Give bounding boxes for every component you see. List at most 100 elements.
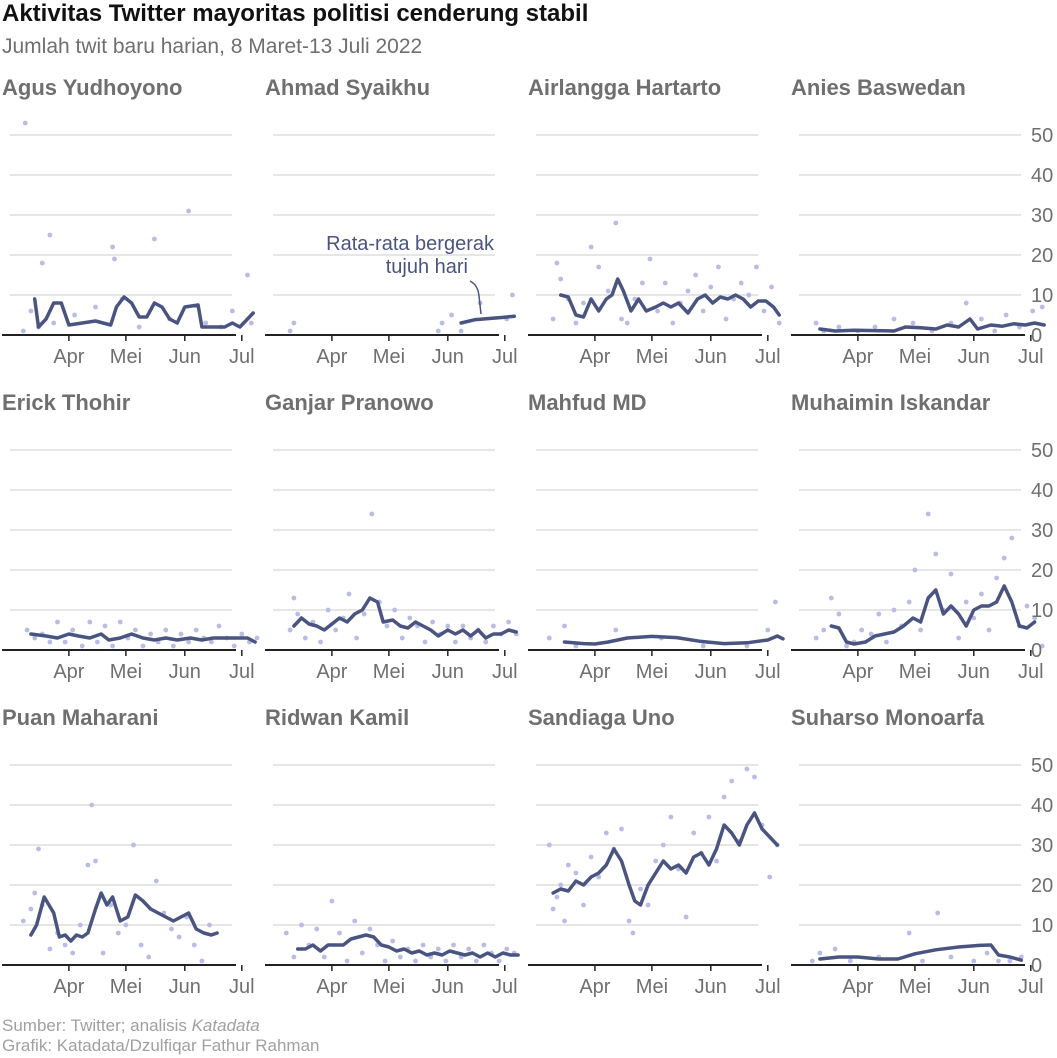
data-point: [399, 635, 405, 641]
data-point: [169, 926, 174, 932]
data-point: [136, 324, 142, 330]
data-point: [821, 627, 827, 633]
data-point: [588, 854, 594, 860]
data-point: [47, 946, 53, 952]
data-point: [828, 595, 834, 601]
data-point: [573, 320, 579, 326]
data-point: [451, 942, 456, 948]
x-tick-label: Jun: [432, 976, 464, 998]
data-point: [554, 894, 560, 900]
x-tick-label: Mei: [110, 661, 142, 683]
data-point: [546, 842, 552, 848]
data-point: [291, 595, 297, 601]
data-point: [1001, 555, 1007, 561]
panel-mahfud-md: Mahfud MD Apr Mei Jun Jul: [528, 390, 785, 683]
y-tick-label: 10: [1031, 600, 1053, 622]
x-tick-label: Mei: [373, 346, 405, 368]
data-point: [956, 635, 961, 641]
data-point: [153, 878, 159, 884]
data-point: [36, 846, 41, 852]
data-point: [746, 292, 752, 298]
y-tick-label: 40: [1031, 165, 1053, 187]
data-point: [93, 304, 98, 310]
data-point: [70, 950, 76, 956]
data-point: [992, 328, 998, 334]
data-point: [979, 316, 984, 322]
data-point: [72, 312, 77, 318]
x-tick-label: Jun: [169, 346, 201, 368]
panel-title: Ganjar Pranowo: [265, 390, 434, 415]
data-point: [683, 914, 689, 920]
data-point: [62, 942, 68, 948]
data-point: [229, 308, 235, 314]
data-point: [435, 328, 441, 334]
data-point: [670, 320, 676, 326]
data-point: [708, 284, 714, 290]
annotation-line-2: tujuh hari: [386, 256, 468, 278]
panel-title: Ridwan Kamil: [265, 705, 409, 730]
data-point: [868, 631, 874, 637]
data-point: [626, 918, 632, 924]
data-point: [85, 862, 91, 868]
data-point: [738, 280, 744, 286]
panel-erick-thohir: Erick Thohir Apr Mei Jun Jul: [2, 390, 260, 683]
data-point: [813, 635, 819, 641]
data-point: [558, 882, 564, 888]
data-point: [613, 220, 619, 226]
data-point: [133, 627, 138, 633]
data-point: [216, 623, 222, 629]
data-point: [619, 826, 624, 832]
data-point: [984, 950, 990, 956]
data-point: [963, 599, 969, 605]
data-point: [239, 631, 245, 637]
moving-average-line: [558, 277, 781, 319]
data-point: [754, 264, 759, 270]
data-point: [209, 639, 214, 645]
data-point: [596, 874, 602, 880]
data-point: [51, 320, 57, 326]
data-point: [458, 328, 464, 334]
data-point: [935, 910, 941, 916]
data-point: [287, 627, 293, 633]
x-tick-label: Jul: [229, 346, 255, 368]
data-point: [994, 575, 999, 581]
x-tick-label: Apr: [316, 976, 347, 998]
data-point: [453, 639, 458, 645]
x-tick-label: Apr: [842, 661, 873, 683]
data-point: [413, 958, 418, 964]
data-point: [466, 946, 472, 952]
x-tick-label: Apr: [53, 976, 84, 998]
data-point: [384, 623, 390, 629]
data-point: [302, 635, 308, 641]
y-tick-label: 20: [1031, 560, 1053, 582]
data-point: [117, 619, 123, 625]
data-point: [581, 902, 586, 908]
y-tick-label: 0: [1031, 325, 1042, 347]
data-point: [562, 918, 567, 924]
data-point: [473, 958, 479, 964]
x-tick-label: Jul: [1018, 661, 1044, 683]
x-tick-label: Jun: [695, 976, 727, 998]
panel-title: Sandiaga Uno: [528, 705, 675, 730]
data-point: [346, 591, 352, 597]
data-point: [367, 926, 373, 932]
x-tick-label: Jun: [695, 346, 727, 368]
moving-average-line: [829, 584, 1037, 646]
y-tick-label: 50: [1031, 440, 1053, 462]
x-tick-label: Jul: [1018, 346, 1044, 368]
moving-average-line: [562, 634, 785, 646]
data-point: [1024, 603, 1030, 609]
data-point: [809, 958, 815, 964]
data-point: [420, 942, 426, 948]
data-point: [1032, 615, 1037, 621]
x-tick-label: Jun: [695, 661, 727, 683]
y-tick-label: 30: [1031, 520, 1053, 542]
data-point: [906, 930, 912, 936]
data-point: [110, 643, 115, 649]
x-tick-label: Mei: [636, 976, 668, 998]
x-tick-label: Apr: [842, 346, 873, 368]
data-point: [920, 958, 925, 964]
panel-puan-maharani: Puan Maharani Apr Mei Jun Jul: [2, 705, 255, 998]
data-point: [397, 954, 403, 960]
